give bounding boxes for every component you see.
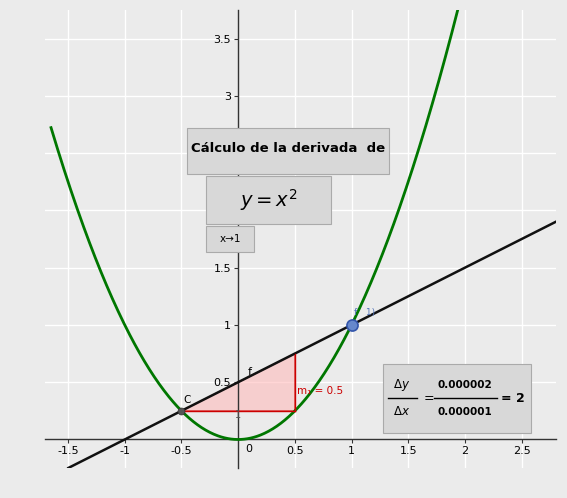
Polygon shape (181, 354, 295, 411)
Text: = 2: = 2 (501, 392, 524, 405)
Text: m₁ = 0.5: m₁ = 0.5 (297, 385, 343, 396)
Text: $\Delta x$: $\Delta x$ (393, 405, 410, 418)
Text: $\Delta y$: $\Delta y$ (393, 376, 410, 392)
Text: x→1: x→1 (219, 234, 241, 244)
Text: 1: 1 (235, 410, 241, 420)
Text: Cálculo de la derivada  de: Cálculo de la derivada de (191, 142, 385, 155)
Text: $\mathit{y} = x^2$: $\mathit{y} = x^2$ (240, 187, 298, 213)
Text: 0: 0 (245, 444, 252, 454)
Text: f   1): f 1) (354, 308, 375, 317)
Text: 0.000001: 0.000001 (438, 407, 492, 417)
FancyBboxPatch shape (187, 128, 389, 174)
FancyBboxPatch shape (383, 364, 531, 433)
FancyBboxPatch shape (206, 176, 331, 224)
FancyBboxPatch shape (206, 227, 254, 251)
Text: C: C (184, 395, 191, 405)
Text: 0.000002: 0.000002 (438, 379, 492, 389)
Text: =: = (424, 392, 434, 405)
Text: f: f (247, 368, 251, 377)
